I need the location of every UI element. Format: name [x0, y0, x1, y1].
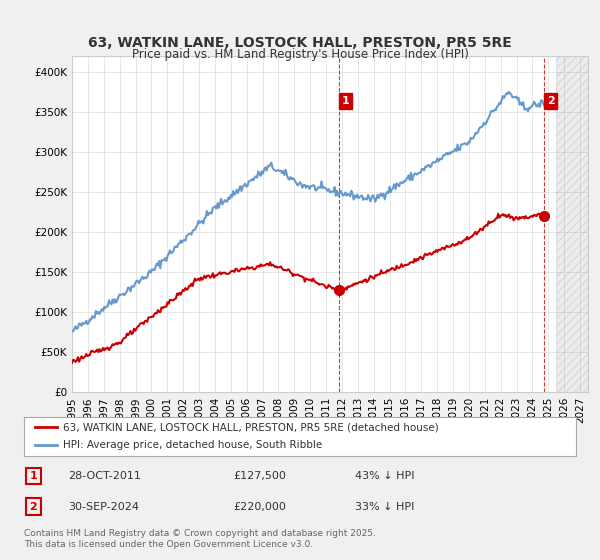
Text: HPI: Average price, detached house, South Ribble: HPI: Average price, detached house, Sout…	[62, 440, 322, 450]
Bar	[556, 56, 588, 392]
Text: 2: 2	[547, 96, 554, 106]
Text: £127,500: £127,500	[234, 471, 287, 481]
Text: 33% ↓ HPI: 33% ↓ HPI	[355, 502, 415, 512]
Text: Contains HM Land Registry data © Crown copyright and database right 2025.
This d: Contains HM Land Registry data © Crown c…	[24, 529, 376, 549]
Text: 30-SEP-2024: 30-SEP-2024	[68, 502, 139, 512]
Text: 43% ↓ HPI: 43% ↓ HPI	[355, 471, 415, 481]
Text: Price paid vs. HM Land Registry's House Price Index (HPI): Price paid vs. HM Land Registry's House …	[131, 48, 469, 60]
Text: 1: 1	[341, 96, 349, 106]
Text: 63, WATKIN LANE, LOSTOCK HALL, PRESTON, PR5 5RE (detached house): 63, WATKIN LANE, LOSTOCK HALL, PRESTON, …	[62, 422, 439, 432]
Text: 2: 2	[29, 502, 37, 512]
Text: £220,000: £220,000	[234, 502, 287, 512]
Text: 63, WATKIN LANE, LOSTOCK HALL, PRESTON, PR5 5RE: 63, WATKIN LANE, LOSTOCK HALL, PRESTON, …	[88, 36, 512, 50]
Text: 28-OCT-2011: 28-OCT-2011	[68, 471, 141, 481]
Text: 1: 1	[29, 471, 37, 481]
